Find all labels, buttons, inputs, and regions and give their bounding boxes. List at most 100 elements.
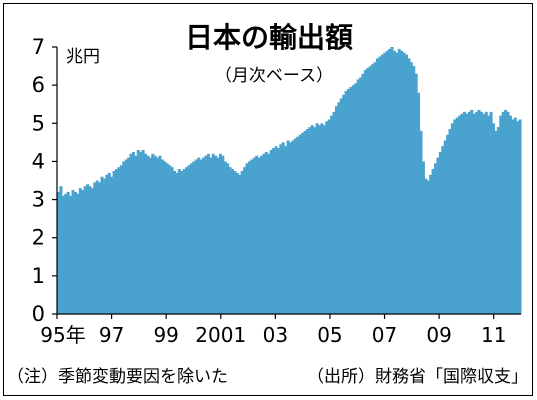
bar-month — [320, 123, 324, 314]
bar-month — [160, 159, 164, 314]
unit-label: 兆円 — [66, 47, 100, 67]
bar-month — [173, 170, 177, 314]
bar-month — [64, 193, 68, 314]
bar-month — [499, 115, 503, 314]
bar-month — [194, 159, 198, 314]
bar-month — [361, 73, 365, 314]
bar-month — [267, 153, 271, 314]
bar-month — [257, 157, 261, 314]
bar-month — [163, 161, 167, 314]
bar-month — [279, 144, 283, 314]
bar-month — [83, 186, 87, 314]
bar-month — [397, 48, 401, 314]
bar-month — [187, 165, 191, 314]
x-tick-label: 2001 — [195, 323, 246, 347]
bar-month — [199, 159, 203, 314]
x-tick-label: 11 — [481, 323, 506, 347]
bar-month — [93, 182, 97, 314]
bar-month — [206, 153, 210, 314]
bar-month — [344, 90, 348, 314]
bar-month — [504, 109, 508, 314]
bar-month — [209, 157, 213, 314]
bar-month — [95, 180, 99, 314]
x-tick-label: 07 — [372, 323, 397, 347]
bar-month — [102, 178, 106, 314]
bar-month — [463, 111, 467, 314]
bar-month — [129, 153, 133, 314]
chart-frame: 日本の輸出額 （月次ベース） 兆円 0 1 2 3 4 5 6 7 95年 97 99 2001 03… — [3, 3, 533, 396]
bar-month — [81, 190, 85, 314]
bar-month — [124, 159, 128, 314]
bar-month — [518, 119, 522, 314]
bar-month — [506, 111, 510, 314]
bar-month — [310, 125, 314, 314]
bar-month — [368, 66, 372, 314]
bar-month — [291, 140, 295, 314]
bar-month — [131, 151, 135, 314]
bar-month — [482, 113, 486, 314]
bar-month — [395, 52, 399, 314]
bar-month — [189, 163, 193, 314]
bar-month — [366, 67, 370, 314]
y-tick-label: 7 — [32, 35, 45, 59]
bar-month — [185, 167, 189, 314]
note-left: （注）季節変動要因を除いた — [7, 367, 228, 387]
bar-month — [153, 155, 157, 314]
bar-month — [223, 161, 227, 314]
bar-month — [441, 146, 445, 314]
y-tick-label: 0 — [32, 302, 45, 326]
bar-month — [424, 178, 428, 314]
bar-month — [197, 157, 201, 314]
bar-month — [339, 98, 343, 315]
bar-month — [243, 167, 247, 314]
bar-month — [402, 52, 406, 314]
bar-month — [274, 146, 278, 314]
bar-month — [139, 151, 143, 314]
bar-month — [334, 106, 338, 315]
bar-month — [107, 172, 111, 314]
bar-month — [508, 115, 512, 314]
bar-month — [298, 134, 302, 314]
bar-month — [252, 157, 256, 314]
bar-month — [221, 155, 225, 314]
bar-month — [409, 62, 413, 315]
x-tick-label: 05 — [317, 323, 342, 347]
bar-month — [400, 50, 404, 315]
bar-month — [421, 161, 425, 314]
bar-month — [105, 174, 109, 314]
bar-month — [318, 125, 322, 314]
bar-month — [477, 109, 481, 314]
bar-month — [390, 47, 394, 314]
bar-month — [492, 123, 496, 314]
bar-month — [511, 119, 515, 314]
bar-month — [192, 161, 196, 314]
bar-month — [148, 157, 152, 314]
bar-month — [284, 146, 288, 314]
bar-month — [417, 92, 421, 315]
bar-month — [380, 54, 384, 314]
bar-month — [110, 176, 114, 314]
y-tick-label: 6 — [32, 73, 45, 97]
bar-month — [180, 170, 184, 314]
bar-month — [347, 88, 351, 315]
bar-month — [472, 113, 476, 314]
bar-month — [136, 149, 140, 314]
bar-month — [214, 155, 218, 314]
bar-month — [170, 167, 174, 314]
bar-month — [286, 140, 290, 314]
bar-month — [57, 191, 61, 314]
y-tick-label: 1 — [32, 264, 45, 288]
bar-month — [465, 113, 469, 314]
bar-month — [235, 172, 239, 314]
bar-month — [453, 119, 457, 314]
bar-month — [419, 130, 423, 314]
bar-month — [289, 142, 293, 314]
bar-month — [112, 170, 116, 314]
bar-month — [146, 155, 150, 314]
bar-month — [240, 170, 244, 314]
bar-month — [255, 155, 259, 314]
bar-month — [134, 155, 138, 314]
bar-month — [218, 153, 222, 314]
bar-month — [332, 111, 336, 314]
y-tick-label: 4 — [32, 149, 45, 173]
